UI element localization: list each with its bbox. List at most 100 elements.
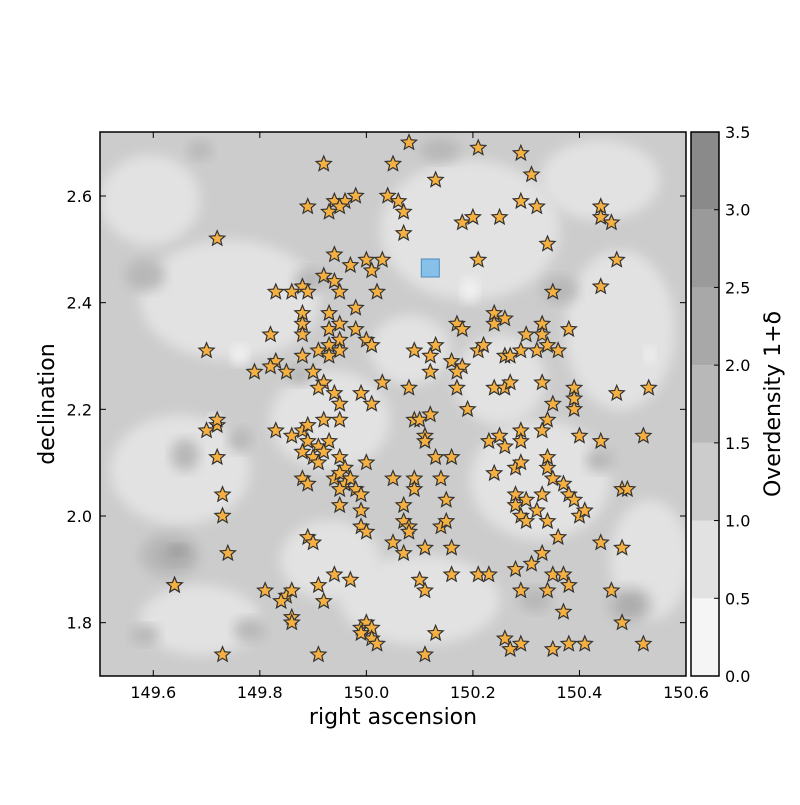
colorbar-band (691, 132, 719, 210)
star-marker (506, 559, 525, 578)
y-axis-label: declination (35, 343, 60, 464)
colorbar-tick-label: 0.0 (725, 667, 750, 686)
star-marker (554, 474, 573, 492)
star-marker (522, 554, 541, 572)
star-marker (533, 325, 552, 343)
star-marker (559, 319, 578, 338)
colorbar-band (691, 520, 719, 599)
star-marker (277, 362, 296, 380)
colorbar-tick-label: 1.0 (725, 512, 750, 531)
star-marker (575, 501, 594, 519)
x-tick-label: 150.6 (663, 683, 709, 702)
star-marker (602, 213, 621, 231)
star-marker (293, 346, 312, 364)
star-marker (533, 543, 552, 562)
star-marker (501, 639, 520, 658)
star-marker (319, 202, 339, 220)
star-marker (442, 538, 461, 556)
star-marker (383, 154, 403, 172)
star-marker (165, 575, 184, 594)
star-marker (325, 245, 344, 263)
contour-region (340, 555, 500, 645)
star-marker (394, 223, 413, 242)
star-marker (479, 565, 498, 583)
star-marker (330, 282, 349, 300)
colorbar-tick-label: 3.5 (725, 123, 750, 142)
star-marker (538, 410, 557, 428)
star-marker (426, 335, 445, 354)
star-marker (325, 565, 344, 583)
star-marker (549, 527, 568, 546)
colorbar-frame (690, 131, 720, 677)
star-marker (442, 565, 461, 583)
contour-region (620, 597, 640, 613)
colorbar-tick-label: 1.5 (725, 434, 750, 453)
colorbar-label: Overdensity 1+δ (761, 311, 786, 497)
star-marker (538, 458, 557, 476)
star-marker (618, 479, 637, 498)
star-marker (399, 133, 419, 151)
star-marker (501, 373, 520, 391)
star-marker (389, 191, 408, 210)
contour-region (170, 545, 186, 555)
star-marker (309, 378, 328, 396)
plot-frame (99, 131, 687, 677)
colorbar-band (691, 209, 719, 288)
colorbar-tick-label: 2.0 (725, 356, 750, 375)
star-marker (298, 415, 317, 434)
star-marker (410, 570, 429, 588)
star-marker (208, 447, 227, 466)
star-marker (314, 154, 333, 172)
star-marker (527, 341, 546, 359)
star-marker (538, 511, 557, 530)
star-marker (634, 426, 653, 444)
star-marker (554, 565, 573, 583)
star-marker (543, 282, 562, 300)
star-marker (367, 634, 387, 652)
contour-region (420, 138, 460, 162)
star-marker (533, 421, 552, 439)
y-tick-label: 2.2 (67, 400, 92, 419)
star-marker (607, 383, 626, 402)
star-marker (373, 250, 392, 268)
star-marker (208, 415, 227, 434)
star-marker (495, 437, 514, 455)
star-marker (330, 341, 349, 359)
star-marker (405, 341, 424, 359)
star-marker (325, 271, 344, 290)
star-marker (570, 426, 589, 444)
star-marker (383, 533, 403, 551)
star-marker (282, 581, 301, 599)
star-marker (245, 362, 264, 380)
x-tick-label: 149.6 (130, 683, 176, 702)
star-marker (437, 511, 456, 530)
star-marker (533, 485, 552, 503)
star-marker (399, 378, 419, 396)
star-marker (485, 463, 504, 482)
star-marker (298, 474, 317, 492)
star-marker (612, 613, 632, 631)
star-marker (517, 490, 536, 508)
star-marker (357, 250, 376, 268)
contour-region (140, 585, 260, 655)
y-tick-label: 1.8 (67, 614, 92, 633)
star-marker (511, 143, 530, 162)
star-marker (469, 138, 488, 156)
contour-region (131, 625, 159, 645)
star-marker (474, 335, 493, 354)
star-marker (463, 207, 483, 226)
star-marker (282, 426, 301, 444)
star-marker (266, 282, 285, 300)
star-marker (314, 442, 333, 460)
star-marker (639, 378, 658, 396)
star-marker (341, 570, 360, 588)
colorbar: 0.0 0.5 1.0 1.5 2.0 2.5 3.0 3.5 (690, 123, 750, 686)
star-marker (522, 165, 541, 183)
star-marker (303, 362, 323, 380)
star-marker (437, 490, 456, 508)
star-marker (410, 410, 429, 428)
star-marker (213, 506, 232, 524)
star-marker (565, 389, 584, 407)
y-axis: 1.8 2.0 2.2 2.4 2.6 (67, 187, 686, 633)
